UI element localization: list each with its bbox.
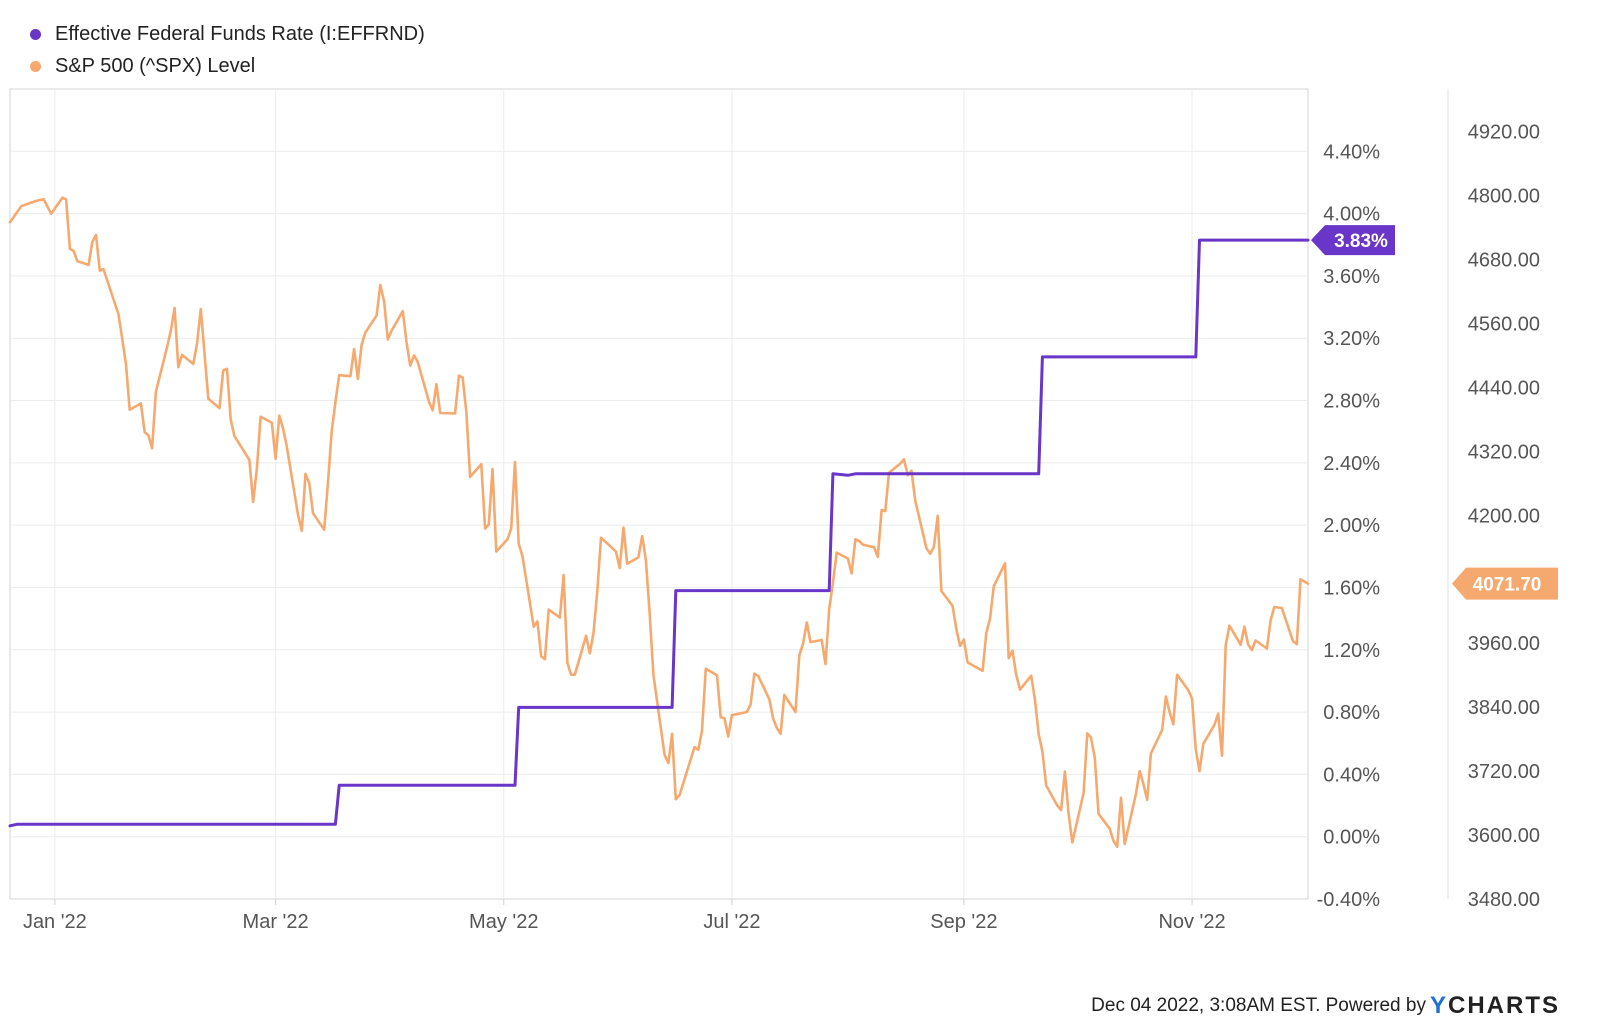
x-tick-label: Mar '22 [243, 911, 309, 933]
x-tick-label: May '22 [469, 911, 538, 933]
footer-timestamp: Dec 04 2022, 3:08AM EST. Powered by [1091, 995, 1426, 1016]
fed-funds-rate-line [8, 238, 1310, 828]
left-tick-label: 4.00% [1323, 204, 1380, 226]
chart-legend: Effective Federal Funds Rate (I:EFFRND) … [30, 18, 425, 82]
left-tick-label: 0.40% [1323, 764, 1380, 786]
fed-funds-last-value-badge [1311, 225, 1395, 256]
legend-label-sp500: S&P 500 (^SPX) Level [55, 54, 256, 77]
ycharts-logo-y: Y [1429, 992, 1448, 1019]
right-tick-label: 4560.00 [1468, 313, 1540, 335]
right-axis-ticks: 4920.00 4800.00 4680.00 4560.00 4440.00 4320.… [1468, 122, 1540, 911]
left-tick-label: 0.00% [1323, 827, 1380, 849]
sp500-last-value: 4071.70 [1473, 575, 1542, 596]
right-tick-label: 4800.00 [1468, 186, 1540, 208]
x-axis-ticks: Jan '22 Mar '22 May '22 Jul '22 Sep '22 Nov '… [23, 899, 1226, 933]
left-tick-label: 0.80% [1323, 702, 1380, 724]
x-tick-label: Jul '22 [703, 911, 760, 933]
ycharts-logo-text: CHARTS [1448, 992, 1560, 1019]
right-tick-label: 4200.00 [1468, 505, 1540, 527]
left-tick-label: 2.80% [1323, 391, 1380, 413]
left-tick-label: 2.40% [1323, 453, 1380, 475]
last-value-badges: 3.83% 4071.70 [1311, 225, 1558, 600]
series-lines [8, 196, 1310, 849]
right-tick-label: 4920.00 [1468, 122, 1540, 144]
ycharts-logo[interactable]: YCHARTS [1430, 992, 1560, 1020]
plot-frame [9, 88, 1309, 900]
right-tick-label: 3960.00 [1468, 633, 1540, 655]
left-tick-label: -0.40% [1317, 889, 1381, 911]
sp500-line [8, 196, 1310, 849]
left-axis-ticks: 4.40% 4.00% 3.60% 3.20% 2.80% 2.40% 2.00% 1.60%… [1317, 141, 1381, 911]
legend-item-fed-funds[interactable]: Effective Federal Funds Rate (I:EFFRND) [30, 18, 425, 50]
legend-label-fed-funds: Effective Federal Funds Rate (I:EFFRND) [55, 22, 425, 45]
line-chart[interactable]: Jan '22 Mar '22 May '22 Jul '22 Sep '22 Nov '… [0, 0, 1600, 960]
right-tick-label: 3840.00 [1468, 697, 1540, 719]
left-tick-label: 3.20% [1323, 328, 1380, 350]
left-tick-label: 4.40% [1323, 141, 1380, 163]
sp500-last-value-badge [1452, 567, 1558, 600]
chart-footer: Dec 04 2022, 3:08AM EST. Powered by YCHA… [1091, 992, 1560, 1020]
right-tick-label: 4680.00 [1468, 250, 1540, 272]
legend-item-sp500[interactable]: S&P 500 (^SPX) Level [30, 50, 425, 82]
x-tick-label: Nov '22 [1158, 911, 1225, 933]
x-tick-label: Jan '22 [23, 911, 87, 933]
x-tick-label: Sep '22 [930, 911, 997, 933]
legend-dot-fed-funds [30, 28, 41, 40]
right-tick-label: 3480.00 [1468, 889, 1540, 911]
fed-funds-last-value: 3.83% [1334, 231, 1388, 252]
right-tick-label: 4440.00 [1468, 377, 1540, 399]
left-tick-label: 2.00% [1323, 515, 1380, 537]
right-tick-label: 3600.00 [1468, 825, 1540, 847]
right-tick-label: 4320.00 [1468, 441, 1540, 463]
left-tick-label: 3.60% [1323, 266, 1380, 288]
right-tick-label: 3720.00 [1468, 761, 1540, 783]
grid-lines [10, 89, 1308, 899]
left-tick-label: 1.60% [1323, 577, 1380, 599]
legend-dot-sp500 [30, 60, 41, 72]
left-tick-label: 1.20% [1323, 640, 1380, 662]
